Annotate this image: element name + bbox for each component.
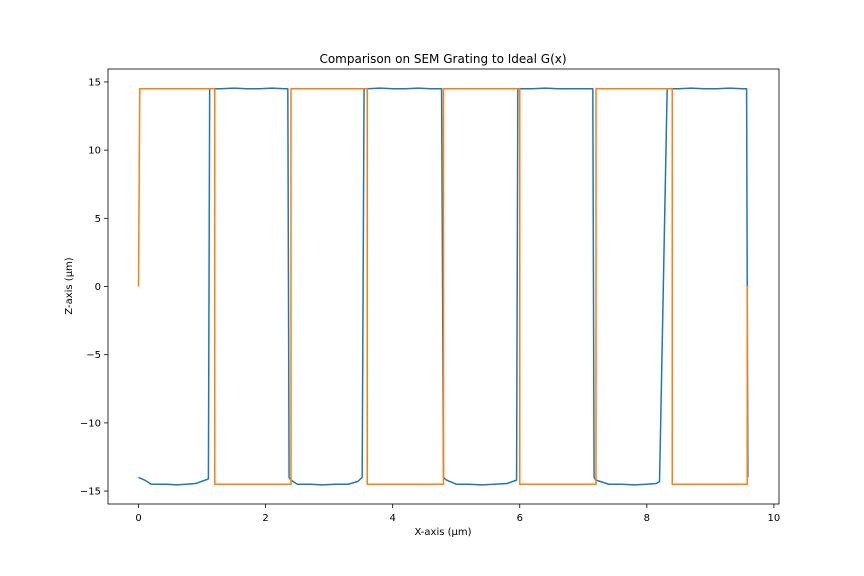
chart-title: Comparison on SEM Grating to Ideal G(x)	[319, 52, 566, 66]
y-tick-label: 5	[95, 214, 101, 225]
y-tick-label: −15	[80, 487, 101, 498]
y-tick-label: 15	[88, 77, 101, 88]
x-tick-label: 0	[135, 513, 141, 524]
x-tick-label: 8	[644, 513, 650, 524]
y-axis-ticks: −15 −10 −5 0 5 10 15	[80, 77, 108, 498]
x-tick-label: 10	[768, 513, 781, 524]
series-line-2	[137, 88, 749, 485]
y-tick-label: 10	[88, 146, 101, 157]
x-axis-label: X-axis (μm)	[414, 527, 471, 538]
x-tick-label: 4	[389, 513, 395, 524]
series-line-1	[138, 87, 749, 486]
y-axis-label: Z-axis (μm)	[64, 257, 75, 315]
y-tick-label: −10	[80, 418, 101, 429]
x-tick-label: 2	[262, 513, 268, 524]
x-tick-label: 6	[517, 513, 523, 524]
plot-area	[107, 68, 780, 505]
series-group	[137, 87, 749, 486]
y-tick-label: 0	[95, 282, 101, 293]
x-axis-ticks: 0 2 4 6 8 10	[135, 504, 780, 524]
y-tick-label: −5	[86, 350, 101, 361]
